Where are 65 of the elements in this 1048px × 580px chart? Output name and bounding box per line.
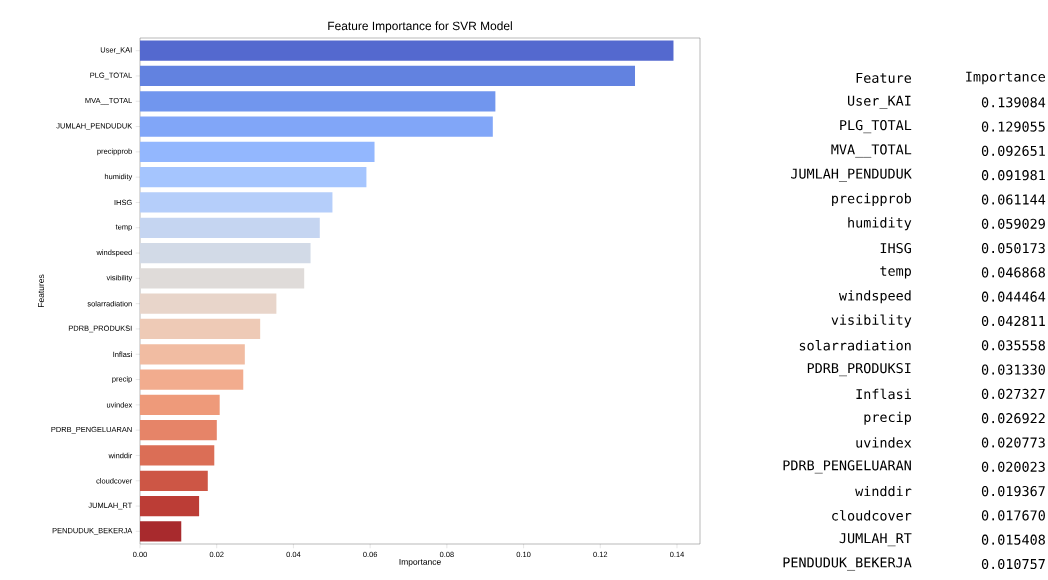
- text: windspeed: [838, 290, 911, 304]
- bar: [140, 242, 311, 264]
- text: precip: [864, 411, 911, 425]
- bar: [140, 192, 333, 213]
- text: 0.031330: [981, 364, 1045, 375]
- text: 0.017670: [981, 510, 1045, 521]
- text: PLG_TOTAL: [840, 120, 912, 134]
- text: 0.139084: [981, 97, 1046, 108]
- text: uvindex: [856, 437, 912, 448]
- text: 0.091981: [981, 170, 1045, 181]
- bar: [140, 141, 375, 162]
- text: solarradiation: [799, 340, 911, 351]
- bar: [140, 445, 215, 466]
- text: JUMLAH_RT: [839, 533, 912, 547]
- text: humidity: [848, 217, 912, 231]
- text: temp: [880, 266, 911, 279]
- text: IHSG: [880, 243, 911, 254]
- text: PDRB_PENGELUARAN: [783, 460, 911, 474]
- bar: [140, 394, 220, 415]
- text: PDRB_PRODUKSI: [807, 363, 911, 377]
- text: 0.092651: [981, 145, 1045, 156]
- y-axis-title: Features: [38, 274, 44, 308]
- bar: [140, 116, 493, 137]
- bar: [140, 65, 636, 87]
- bar: [140, 217, 320, 238]
- text: 0.050173: [981, 243, 1045, 254]
- text: 0.020023: [981, 461, 1045, 472]
- bar: [140, 470, 208, 491]
- text: 0.044464: [981, 291, 1046, 302]
- text: 0.042811: [981, 315, 1045, 327]
- text: User_KAI: [848, 95, 911, 109]
- text: 0.020773: [981, 437, 1045, 448]
- bar: [140, 521, 182, 542]
- chart-title: Feature Importance for SVR Model: [328, 21, 512, 33]
- bar: [140, 167, 367, 188]
- text: Inflasi: [856, 388, 911, 400]
- text: winddir: [855, 485, 912, 497]
- text: Feature: [856, 72, 912, 83]
- text: precipprob: [832, 192, 911, 206]
- bar: [140, 420, 217, 441]
- text: 0.019367: [981, 486, 1045, 497]
- bar: [140, 344, 245, 365]
- text: 0.059029: [981, 218, 1045, 229]
- bar: [140, 268, 305, 289]
- text: 0.010757: [981, 558, 1045, 570]
- x-axis-title: Importance: [399, 558, 441, 567]
- text: JUMLAH_PENDUDUK: [791, 168, 912, 182]
- bar: [140, 293, 277, 314]
- text: 0.035558: [981, 340, 1045, 351]
- text: MVA__TOTAL: [831, 144, 912, 158]
- text: 0.027327: [981, 388, 1045, 399]
- text: 0.129055: [981, 121, 1045, 132]
- text: 0.026922: [981, 413, 1045, 424]
- bar: [140, 91, 496, 112]
- text: PENDUDUK_BEKERJA: [783, 557, 912, 571]
- text: cloudcover: [832, 510, 912, 521]
- text: 0.061144: [981, 194, 1046, 205]
- bar: [140, 495, 200, 517]
- bar: [140, 40, 674, 61]
- bar: [140, 318, 261, 340]
- text: visibility: [831, 314, 912, 328]
- text: Importance: [966, 71, 1046, 85]
- text: 0.015408: [981, 534, 1045, 545]
- bar: [140, 369, 244, 390]
- text: 0.046868: [981, 267, 1045, 278]
